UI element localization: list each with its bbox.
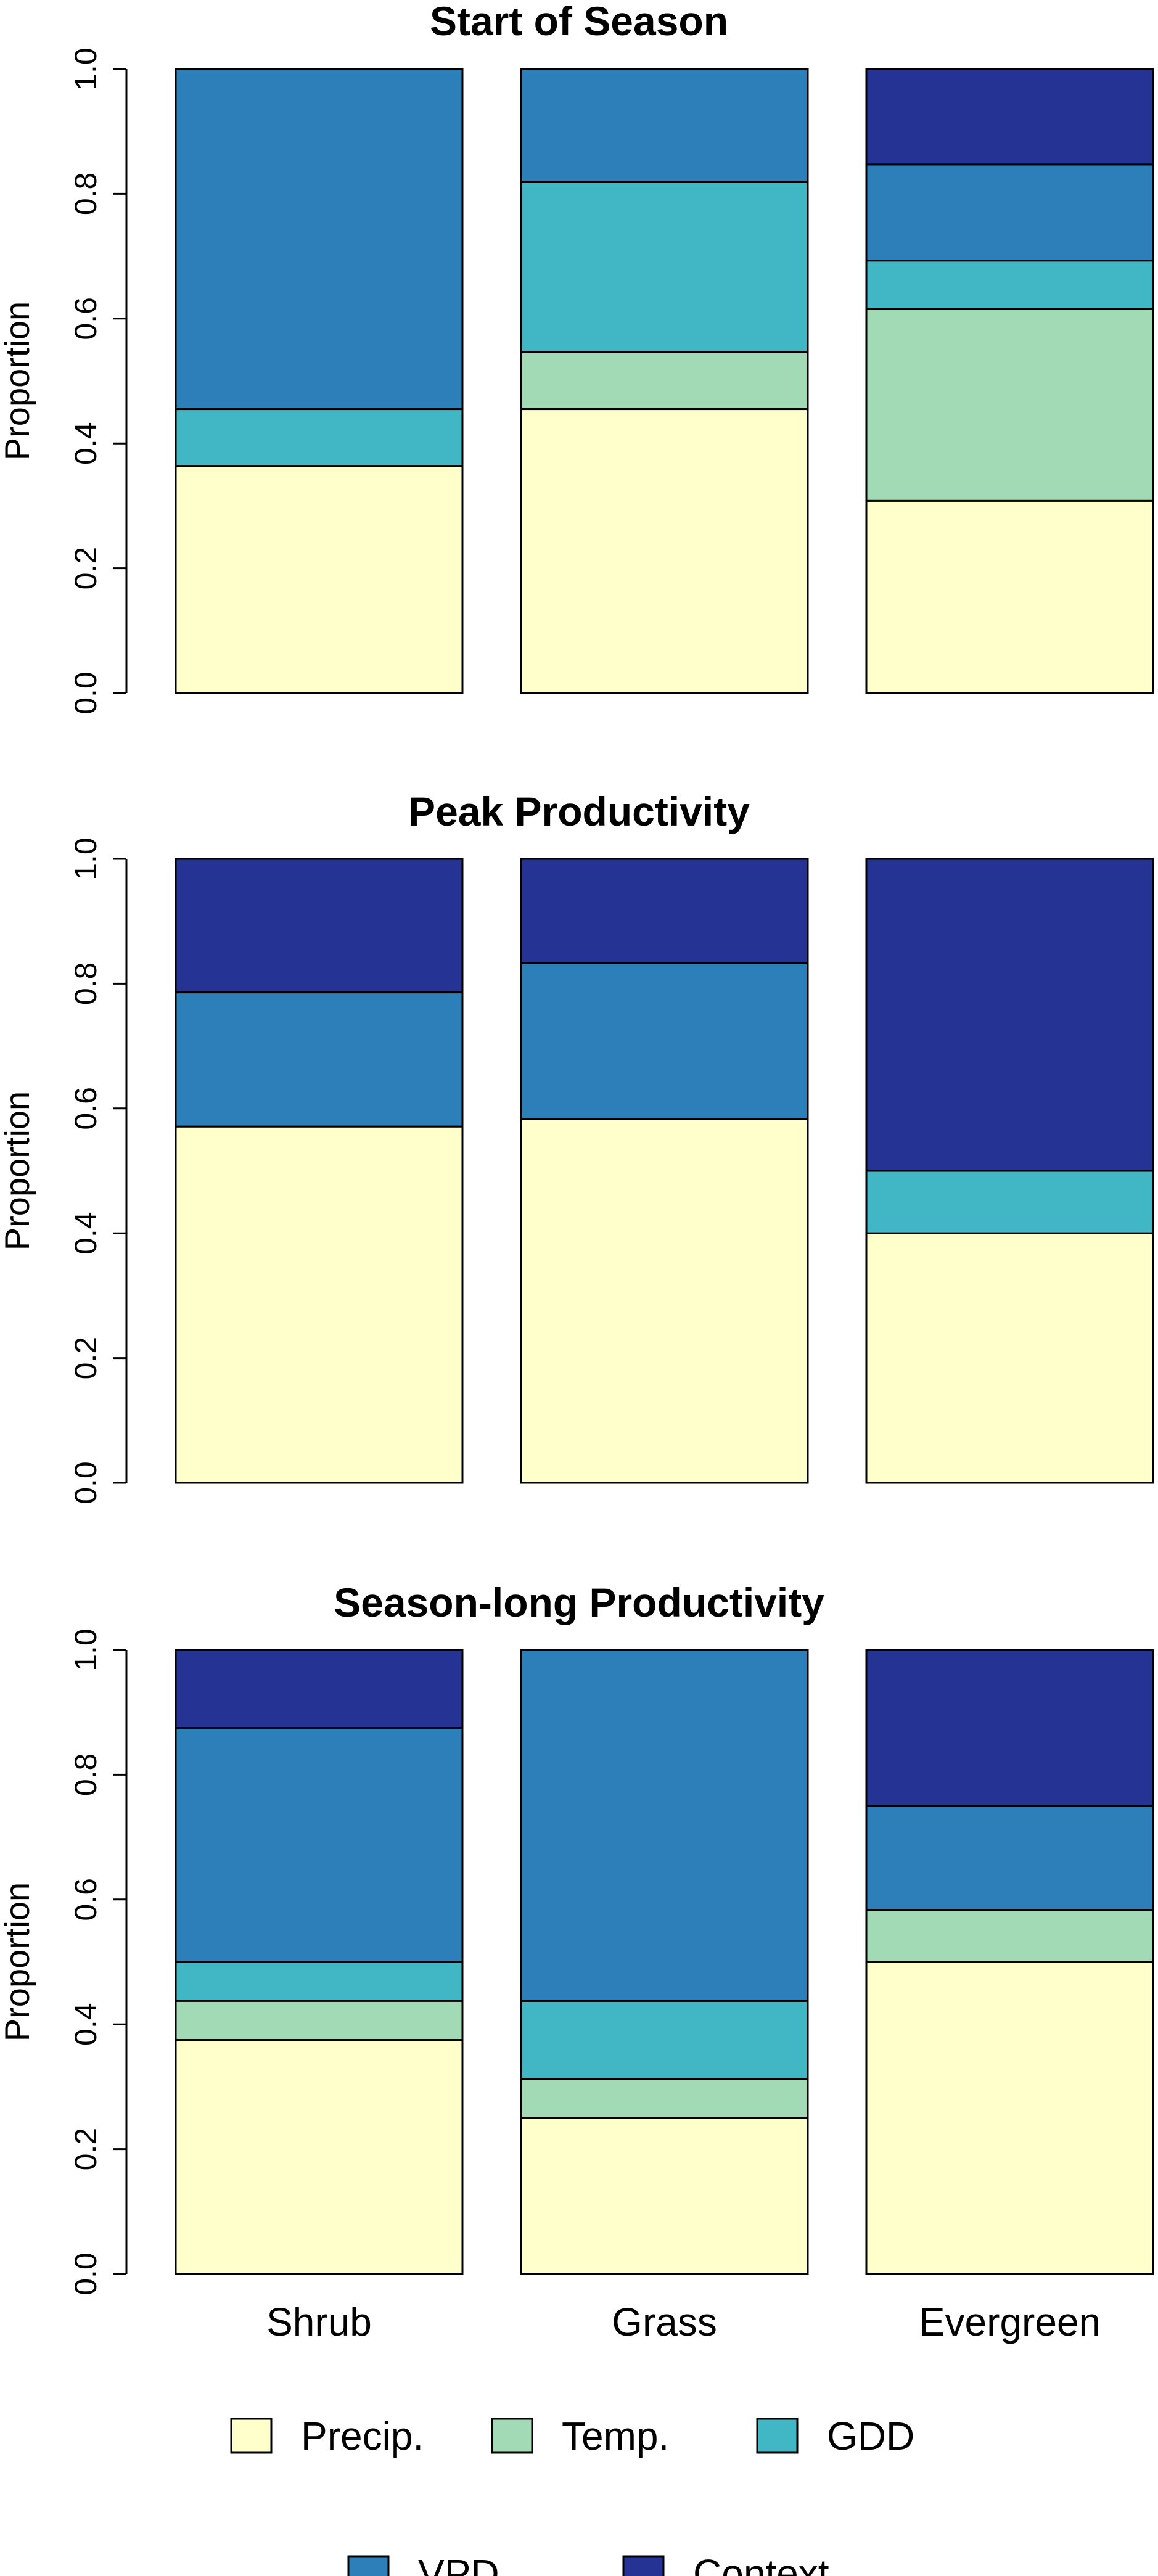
bar-segment-precip (175, 1125, 464, 1484)
bar-segment-context (520, 858, 809, 964)
bar-segment-gdd (520, 2000, 809, 2080)
bar-segment-vpd (520, 1649, 809, 2002)
bar-segment-context (865, 858, 1154, 1172)
bar-segment-temp (175, 2000, 464, 2041)
panel-season-long-productivity: Season-long Productivity 0.0 0.2 0.4 0.6 0.8 1… (0, 1580, 1154, 2344)
legend-item-precip: Precip. (230, 2414, 424, 2458)
panel-peak-productivity: Peak Productivity 0.0 0.2 0.4 0.6 0.8 1.0 Propo… (0, 789, 1154, 1504)
bar-segment-gdd (865, 1170, 1154, 1234)
bar-segment-temp (520, 351, 809, 411)
bar-evergreen (865, 68, 1154, 694)
legend-swatch (230, 2418, 273, 2454)
bar-segment-vpd (865, 163, 1154, 262)
bar-segment-precip (520, 2117, 809, 2275)
bar-segment-context (175, 858, 464, 994)
bar-segment-temp (865, 1909, 1154, 1963)
legend-item-gdd: GDD (756, 2414, 914, 2458)
legend-label: GDD (827, 2414, 914, 2458)
legend-item-context: Context (622, 2551, 829, 2576)
bar-segment-gdd (175, 1961, 464, 2002)
bar-shrub (175, 68, 464, 694)
y-tick-label: 0.4 (68, 2003, 103, 2046)
y-tick-label: 0.0 (68, 671, 103, 715)
legend-swatch (756, 2418, 799, 2454)
x-category-label: Shrub (266, 2300, 372, 2344)
panels: Start of Season 0.0 0.2 0.4 0.6 0.8 1.0 Proport… (0, 0, 1154, 2344)
y-tick-label: 1.0 (68, 1628, 103, 1672)
bar-segment-precip (865, 1232, 1154, 1484)
bar-segment-context (865, 1649, 1154, 1807)
y-tick-label: 0.8 (68, 962, 103, 1006)
y-tick-label: 0.4 (68, 422, 103, 465)
bar-segment-precip (865, 499, 1154, 694)
bar-shrub (175, 858, 464, 1484)
bar-shrub (175, 1649, 464, 2275)
y-tick-label: 0.0 (68, 1461, 103, 1504)
panel-title: Start of Season (430, 0, 728, 44)
bar-segment-vpd (865, 1805, 1154, 1911)
y-axis-label: Proportion (0, 301, 36, 461)
y-tick-label: 0.0 (68, 2252, 103, 2295)
x-category-label: Evergreen (919, 2300, 1101, 2344)
y-tick-label: 0.6 (68, 1087, 103, 1130)
bar-evergreen (865, 858, 1154, 1484)
bar-segment-gdd (175, 408, 464, 467)
panel-title: Season-long Productivity (334, 1580, 824, 1625)
bar-segment-gdd (520, 181, 809, 353)
bar-grass (520, 1649, 809, 2275)
bar-segment-precip (175, 2039, 464, 2275)
y-axis-label: Proportion (0, 1882, 36, 2041)
legend-label: VPD (418, 2551, 499, 2576)
y-tick-label: 0.6 (68, 297, 103, 340)
bar-segment-context (175, 1649, 464, 1729)
y-tick-label: 0.8 (68, 173, 103, 216)
bar-segment-temp (865, 308, 1154, 502)
bar-evergreen (865, 1649, 1154, 2275)
legend-label: Precip. (301, 2414, 424, 2458)
bar-segment-vpd (175, 1727, 464, 1963)
legend-swatch (491, 2418, 533, 2454)
bar-grass (520, 858, 809, 1484)
x-category-label: Grass (612, 2300, 717, 2344)
bar-segment-vpd (520, 68, 809, 183)
legend-swatch (347, 2555, 390, 2576)
bar-segment-precip (520, 408, 809, 694)
legend-swatch (622, 2555, 665, 2576)
bar-segment-precip (520, 1118, 809, 1484)
y-tick-label: 0.2 (68, 547, 103, 590)
legend-item-vpd: VPD (347, 2551, 499, 2576)
y-tick-label: 0.6 (68, 1878, 103, 1921)
bar-segment-vpd (175, 991, 464, 1128)
y-tick-label: 0.4 (68, 1212, 103, 1255)
bar-segment-precip (865, 1961, 1154, 2275)
bar-segment-vpd (175, 68, 464, 411)
y-tick-label: 0.2 (68, 2128, 103, 2171)
legend-item-temp: Temp. (491, 2414, 669, 2458)
legend-label: Context (693, 2551, 829, 2576)
legend: Precip. Temp. GDD VPD Context (230, 2414, 914, 2576)
panel-title: Peak Productivity (408, 789, 750, 834)
y-tick-label: 1.0 (68, 47, 103, 91)
y-tick-label: 1.0 (68, 837, 103, 880)
y-tick-label: 0.2 (68, 1337, 103, 1380)
bar-segment-context (865, 68, 1154, 166)
bar-segment-precip (175, 465, 464, 694)
y-axis-label: Proportion (0, 1091, 36, 1250)
bar-segment-gdd (865, 260, 1154, 310)
bar-grass (520, 68, 809, 694)
bar-segment-vpd (520, 962, 809, 1120)
bar-segment-temp (520, 2078, 809, 2119)
y-tick-label: 0.8 (68, 1754, 103, 1797)
legend-label: Temp. (562, 2414, 669, 2458)
panel-start-of-season: Start of Season 0.0 0.2 0.4 0.6 0.8 1.0 Proport… (0, 0, 1154, 715)
